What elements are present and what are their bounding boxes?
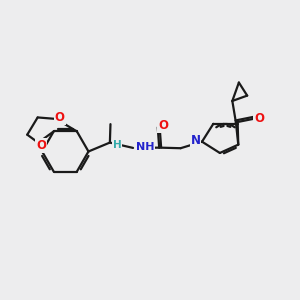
Text: N: N <box>190 134 200 147</box>
Text: NH: NH <box>136 142 154 152</box>
Text: H: H <box>113 140 122 150</box>
Text: O: O <box>36 139 46 152</box>
Text: O: O <box>158 119 168 132</box>
Text: O: O <box>254 112 264 125</box>
Text: O: O <box>55 111 64 124</box>
